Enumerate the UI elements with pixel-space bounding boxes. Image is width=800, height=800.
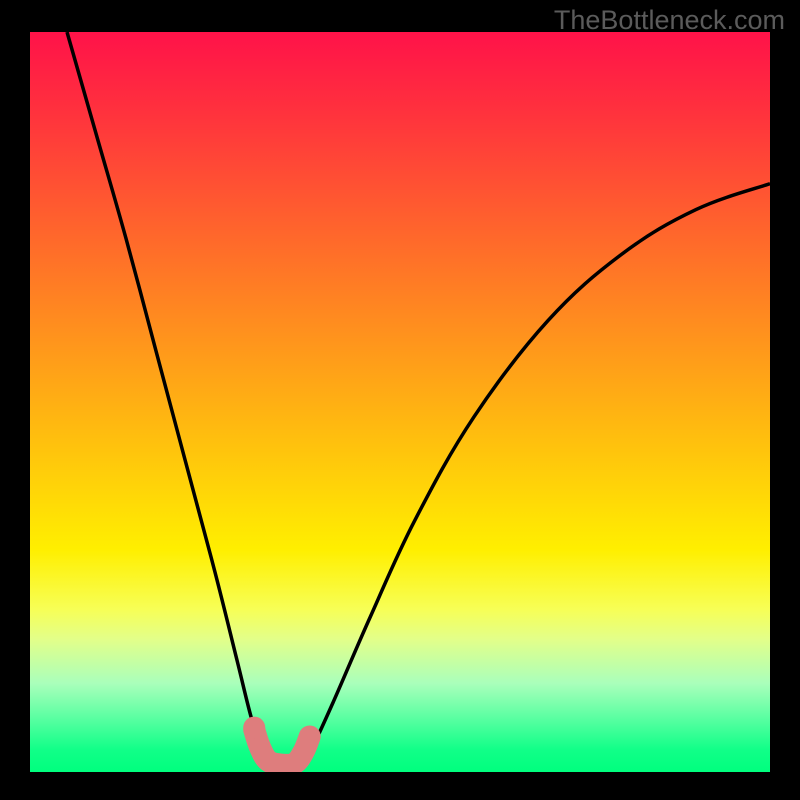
chart-svg (30, 32, 770, 772)
plot-area (30, 32, 770, 772)
watermark-text: TheBottleneck.com (554, 5, 785, 36)
trough-marker-dot (243, 717, 265, 739)
right-curve (301, 184, 770, 765)
left-curve (67, 32, 274, 765)
trough-marker-stroke (254, 730, 310, 765)
gradient-background (30, 32, 770, 772)
